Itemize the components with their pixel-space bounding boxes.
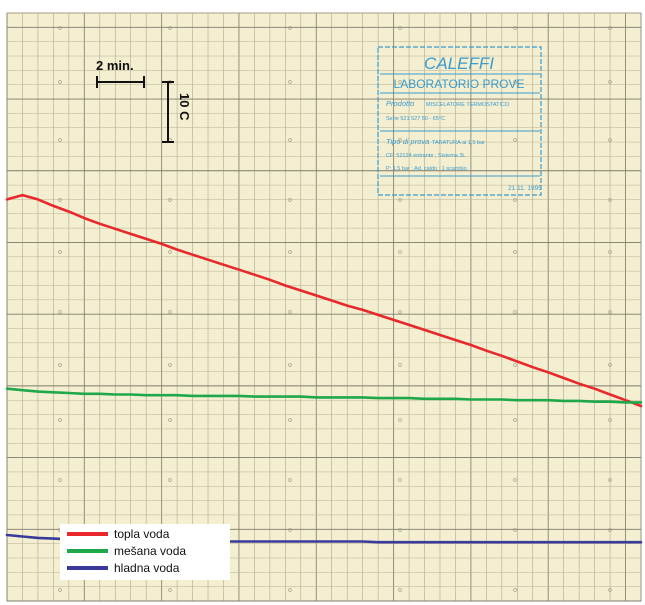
paper-index-mark <box>398 588 402 592</box>
stamp-prodotto-label: Prodotto <box>386 99 414 108</box>
series-line-1 <box>5 387 643 404</box>
paper-index-mark <box>398 138 402 142</box>
paper-index-mark <box>608 198 612 202</box>
stamp-date: 21.11. 1995 <box>508 185 542 192</box>
paper-index-mark <box>168 198 172 202</box>
paper-index-mark <box>513 478 517 482</box>
paper-index-mark <box>168 363 172 367</box>
paper-index-mark <box>513 418 517 422</box>
paper-index-mark <box>608 310 612 314</box>
paper-index-mark <box>58 138 62 142</box>
paper-index-mark <box>398 478 402 482</box>
paper-index-mark <box>288 528 292 532</box>
paper-index-mark <box>513 528 517 532</box>
paper-index-mark <box>513 138 517 142</box>
lab-stamp: CALEFFI LABORATORIO PROVE Prodotto MISCE… <box>377 46 542 196</box>
legend: topla voda mešana voda hladna voda <box>60 524 230 580</box>
paper-index-mark <box>608 363 612 367</box>
paper-index-mark <box>288 310 292 314</box>
stamp-row-4: CF: 52124 entrante ; Sistema 3L <box>386 153 466 159</box>
paper-index-mark <box>608 250 612 254</box>
stamp-tipo-value: TARATURA al 1,5 bar <box>432 140 485 146</box>
legend-label-mesana: mešana voda <box>114 544 186 558</box>
stamp-prodotto-value: MISCELATORE TERMOSTATICO <box>426 102 510 108</box>
paper-index-mark <box>168 478 172 482</box>
paper-index-mark <box>58 588 62 592</box>
paper-index-mark <box>288 363 292 367</box>
paper-index-mark <box>513 363 517 367</box>
paper-index-mark <box>168 26 172 30</box>
paper-index-mark <box>608 418 612 422</box>
series-line-0 <box>5 193 643 408</box>
legend-label-hladna: hladna voda <box>114 561 180 575</box>
paper-index-mark <box>168 250 172 254</box>
paper-index-mark <box>288 80 292 84</box>
paper-index-mark <box>288 478 292 482</box>
paper-index-mark <box>398 528 402 532</box>
paper-index-mark <box>288 418 292 422</box>
temperature-scale-label: 10 C <box>177 93 192 121</box>
paper-index-mark <box>288 250 292 254</box>
paper-index-mark <box>58 478 62 482</box>
paper-index-mark <box>398 418 402 422</box>
paper-index-mark <box>513 198 517 202</box>
time-scale-label: 2 min. <box>96 58 134 73</box>
paper-tick-marks <box>58 26 612 592</box>
paper-index-mark <box>58 198 62 202</box>
paper-index-mark <box>398 26 402 30</box>
paper-index-mark <box>58 310 62 314</box>
paper-index-mark <box>513 26 517 30</box>
paper-index-mark <box>168 588 172 592</box>
stamp-title: LABORATORIO PROVE <box>394 77 525 91</box>
paper-index-mark <box>608 26 612 30</box>
paper-index-mark <box>58 250 62 254</box>
paper-index-mark <box>288 198 292 202</box>
paper-index-mark <box>58 80 62 84</box>
paper-index-mark <box>288 138 292 142</box>
paper-index-mark <box>513 588 517 592</box>
paper-index-mark <box>398 363 402 367</box>
stamp-tipo-label: Tipo di prova <box>386 137 429 146</box>
paper-index-mark <box>513 80 517 84</box>
paper-index-mark <box>398 80 402 84</box>
paper-index-mark <box>288 588 292 592</box>
paper-index-mark <box>513 310 517 314</box>
stamp-brand: CALEFFI <box>424 54 494 73</box>
chart-paper <box>6 12 642 602</box>
paper-index-mark <box>608 588 612 592</box>
stamp-row-2: Serie 521 527 50 - 65°C <box>386 116 445 122</box>
paper-index-mark <box>168 310 172 314</box>
temperature-scale-bar: 10 C <box>162 81 192 143</box>
paper-index-mark <box>513 250 517 254</box>
paper-index-mark <box>398 198 402 202</box>
paper-index-mark <box>288 26 292 30</box>
paper-index-mark <box>608 80 612 84</box>
paper-index-mark <box>608 138 612 142</box>
legend-label-topla: topla voda <box>114 527 170 541</box>
time-scale-bar: 2 min. <box>96 58 145 88</box>
paper-index-mark <box>608 528 612 532</box>
stamp-row-5: P: 1,5 bar ; Ad. caldo ; 1 scambio <box>386 166 467 172</box>
chart-grid <box>6 12 642 602</box>
paper-index-mark <box>608 478 612 482</box>
paper-index-mark <box>58 363 62 367</box>
paper-index-mark <box>398 250 402 254</box>
paper-index-mark <box>58 418 62 422</box>
paper-index-mark <box>58 26 62 30</box>
paper-index-mark <box>398 310 402 314</box>
paper-index-mark <box>168 418 172 422</box>
